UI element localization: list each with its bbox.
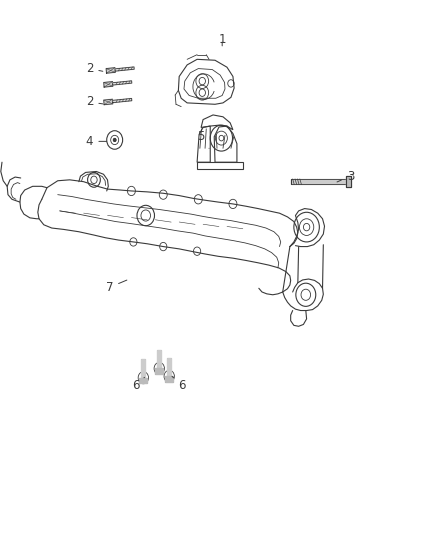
Polygon shape: [106, 68, 115, 73]
Polygon shape: [155, 368, 163, 374]
Polygon shape: [157, 350, 161, 368]
Text: 1: 1: [219, 33, 226, 46]
Polygon shape: [291, 179, 346, 184]
Text: 7: 7: [106, 280, 127, 294]
Text: 5: 5: [198, 130, 209, 148]
Text: 2: 2: [86, 62, 103, 75]
Polygon shape: [104, 82, 113, 87]
Circle shape: [113, 139, 116, 141]
Polygon shape: [113, 99, 132, 103]
Polygon shape: [115, 67, 134, 71]
Polygon shape: [167, 358, 171, 376]
Polygon shape: [104, 99, 113, 104]
Text: 6: 6: [172, 376, 186, 392]
Polygon shape: [113, 81, 132, 85]
Text: 4: 4: [86, 135, 107, 148]
Text: 6: 6: [132, 377, 145, 392]
Polygon shape: [165, 376, 173, 382]
Text: 3: 3: [337, 169, 354, 183]
Polygon shape: [346, 176, 351, 187]
Text: 2: 2: [86, 95, 103, 108]
Polygon shape: [141, 359, 145, 378]
Polygon shape: [139, 378, 147, 383]
